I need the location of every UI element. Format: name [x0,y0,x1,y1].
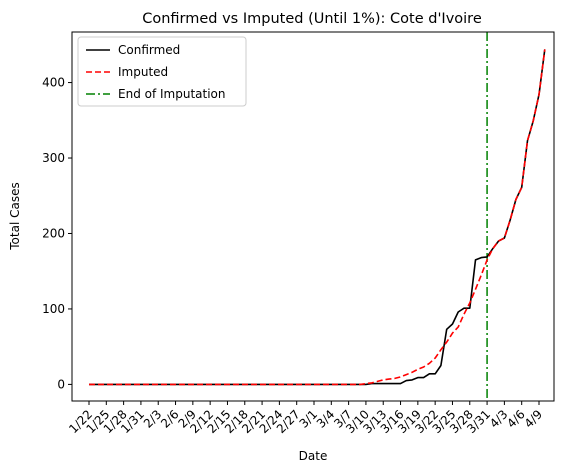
legend: Confirmed Imputed End of Imputation [78,37,246,106]
y-tick-label: 400 [42,76,65,90]
y-tick-label: 300 [42,151,65,165]
y-tick-label: 200 [42,226,65,240]
legend-label: End of Imputation [118,87,226,101]
y-tick-label: 0 [57,377,65,391]
legend-label: Confirmed [118,43,180,57]
x-axis: 1/221/251/281/312/32/62/92/122/152/182/2… [66,401,545,436]
y-axis: 0 100 200 300 400 [42,76,72,392]
y-axis-label: Total Cases [8,182,22,250]
x-tick-label: 4/9 [522,407,546,431]
chart-title: Confirmed vs Imputed (Until 1%): Cote d'… [142,11,482,27]
x-axis-label: Date [299,449,328,463]
legend-label: Imputed [118,65,168,79]
y-tick-label: 100 [42,302,65,316]
